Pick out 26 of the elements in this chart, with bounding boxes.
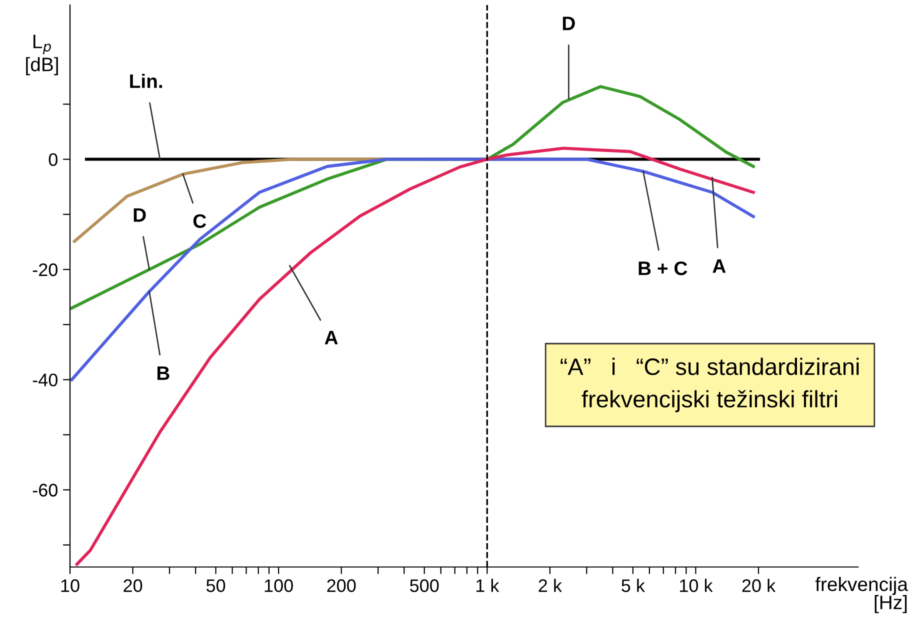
y-axis-title: L$_{p}$ [dB] (26, 34, 58, 76)
annotation: “A” i “C” su standardizirani frekvencijski težinski filtri (560, 358, 859, 412)
x-tick-label: 50 (206, 579, 226, 592)
annotation: B + C (638, 261, 688, 276)
y-tick-label: 0 (48, 153, 58, 166)
x-tick-label: 2 k (538, 578, 562, 592)
y-tick-label: -40 (32, 374, 58, 386)
x-tick-label: 20 (124, 579, 142, 592)
annotation: Lin. (130, 74, 162, 88)
y-tick-label: -60 (32, 484, 58, 497)
x-tick-label: 10 (61, 579, 80, 592)
x-tick-label: 1 k (476, 578, 500, 592)
annotation: C (193, 214, 206, 228)
annotation: A (712, 259, 726, 273)
x-tick-label: 200 (327, 579, 356, 592)
annotation: A (324, 330, 338, 344)
annotation: D (562, 16, 575, 30)
x-axis-title: frekvencija [Hz] (815, 576, 908, 614)
annotation: B (157, 366, 170, 380)
x-tick-label: 5 k (622, 578, 645, 592)
x-tick-label: 100 (264, 579, 293, 592)
x-tick-label: 20 k (742, 578, 776, 592)
y-tick-label: -20 (32, 263, 58, 276)
x-tick-label: 10 k (680, 578, 713, 592)
annotation: D (134, 208, 146, 222)
x-tick-label: 500 (410, 579, 439, 592)
